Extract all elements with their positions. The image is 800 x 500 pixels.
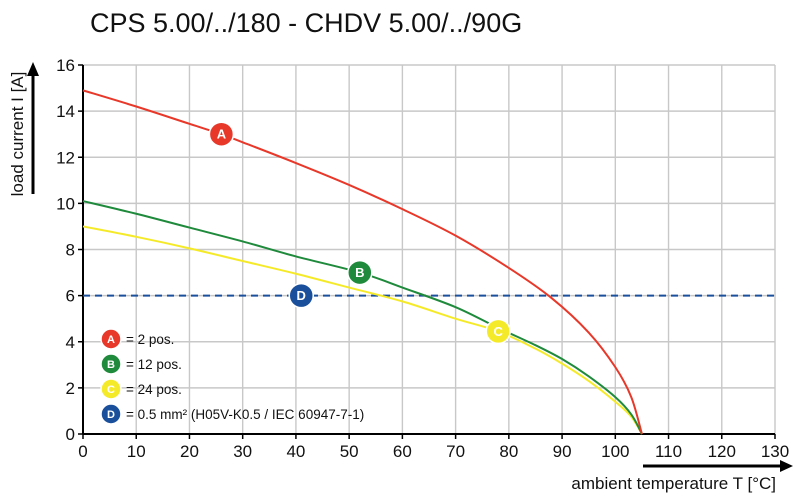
legend: A = 2 pos. B = 12 pos. C = 24 pos. D = 0.5 mm² … — [100, 328, 364, 425]
legend-item-c: C = 24 pos. — [100, 378, 182, 400]
curve-marker-a-letter: A — [217, 127, 227, 142]
grid — [83, 64, 776, 434]
y-axis-title: load current I [A] — [8, 72, 27, 197]
x-tick-label: 60 — [393, 442, 412, 461]
legend-item-d: D = 0.5 mm² (H05V-K0.5 / IEC 60947-7-1) — [100, 403, 364, 425]
y-tick-label: 16 — [56, 56, 75, 75]
x-tick-label: 30 — [233, 442, 252, 461]
y-axis-arrow-head — [27, 62, 39, 76]
legend-swatch-letter: B — [107, 359, 115, 371]
series-line-c — [82, 225, 643, 435]
series-line-a — [82, 89, 643, 435]
x-tick-label: 70 — [446, 442, 465, 461]
legend-item-a: A = 2 pos. — [100, 328, 174, 350]
curve-marker-d: D — [288, 282, 314, 309]
y-tick-label: 4 — [66, 333, 75, 352]
x-tick-label: 130 — [761, 442, 789, 461]
x-tick-label: 90 — [553, 442, 572, 461]
legend-swatch-letter: C — [107, 384, 115, 396]
legend-swatch-letter: A — [107, 334, 115, 346]
chart-title: CPS 5.00/../180 - CHDV 5.00/../90G — [90, 8, 523, 38]
legend-item-b: B = 12 pos. — [100, 353, 182, 375]
y-tick-label: 2 — [66, 379, 75, 398]
legend-swatch — [100, 328, 122, 350]
x-tick-label: 110 — [655, 442, 682, 461]
curve-marker-b-circle — [347, 259, 373, 286]
legend-label: = 0.5 mm² (H05V-K0.5 / IEC 60947-7-1) — [126, 407, 364, 422]
x-axis-arrow-head — [780, 460, 793, 472]
y-tick-label: 10 — [56, 194, 75, 213]
y-tick-label: 12 — [56, 148, 75, 167]
curve-marker-b-letter: B — [355, 265, 364, 280]
x-tick-label: 10 — [127, 442, 146, 461]
y-tick-label: 0 — [66, 425, 75, 444]
x-tick-label: 20 — [180, 442, 199, 461]
legend-swatch — [100, 353, 122, 375]
curve-marker-a: A — [208, 121, 235, 147]
x-tick-label: 50 — [340, 442, 359, 461]
x-tick-label: 100 — [601, 442, 629, 461]
curve-marker-c-letter: C — [494, 324, 504, 339]
y-tick-label: 8 — [66, 241, 75, 260]
x-tick-label: 80 — [499, 442, 518, 461]
x-tick-label: 40 — [286, 442, 305, 461]
series-line-b — [82, 200, 643, 435]
x-tick-label: 0 — [78, 442, 87, 461]
y-tick-label: 14 — [56, 102, 75, 121]
legend-swatch — [100, 378, 122, 400]
legend-swatch — [100, 403, 122, 425]
curve-marker-c-circle — [485, 318, 511, 345]
legend-label: = 12 pos. — [126, 357, 182, 372]
curve-marker-d-letter: D — [297, 288, 306, 303]
y-tick-label: 6 — [66, 287, 75, 306]
curve-marker-a-circle — [208, 121, 235, 147]
legend-swatch-letter: D — [107, 409, 115, 421]
curve-marker-d-circle — [288, 282, 314, 309]
legend-label: = 24 pos. — [126, 382, 182, 397]
legend-label: = 2 pos. — [126, 332, 174, 347]
x-tick-label: 120 — [708, 442, 736, 461]
x-axis-title: ambient temperature T [°C] — [571, 474, 776, 493]
curve-marker-c: C — [485, 318, 511, 345]
curve-marker-b: B — [347, 259, 373, 286]
